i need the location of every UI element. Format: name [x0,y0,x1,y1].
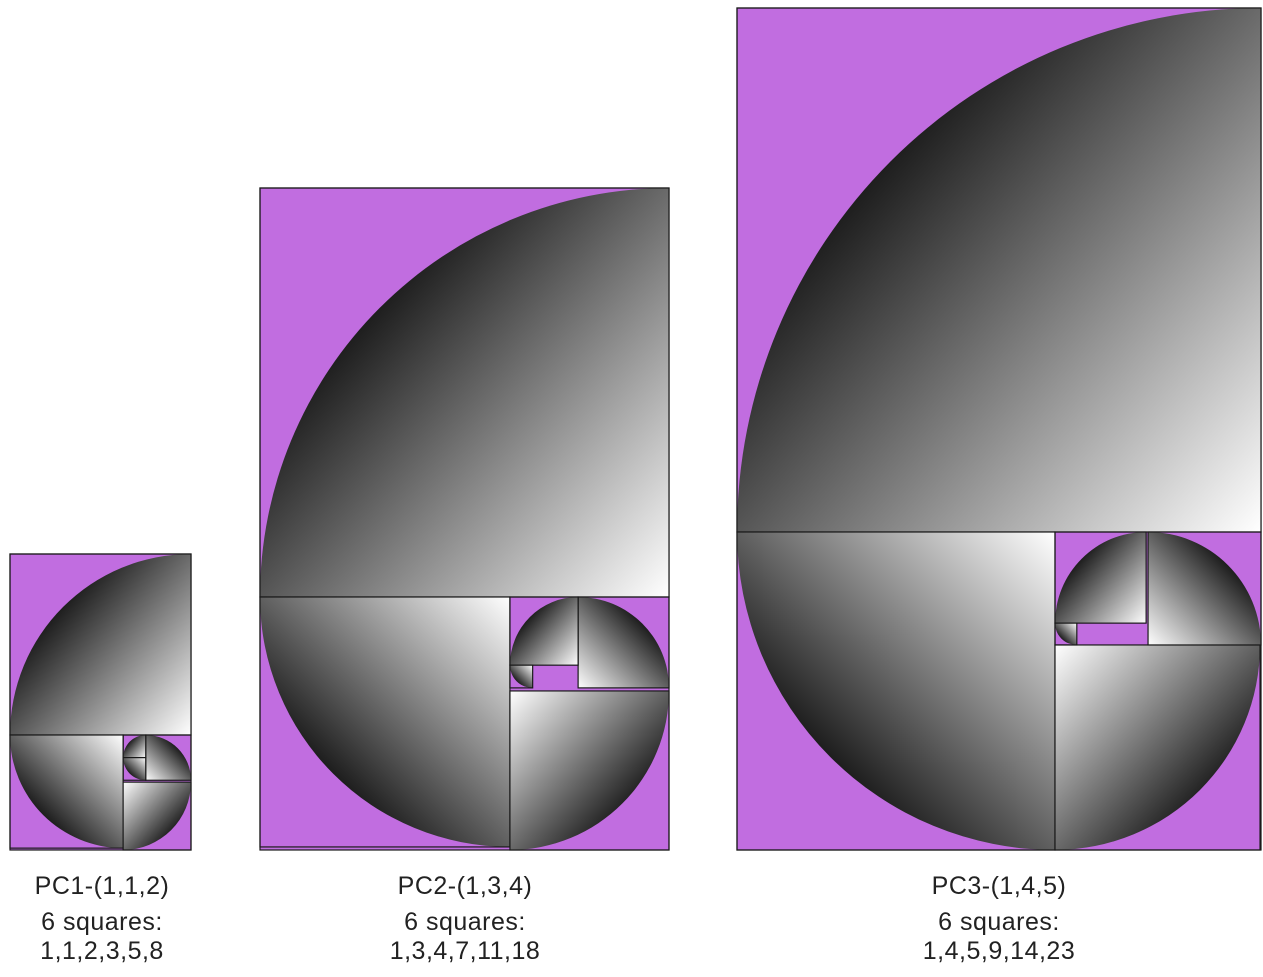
caption-square-count: 6 squares: [938,907,1060,936]
quarter-arc-6 [123,757,146,781]
quarter-arc-1 [10,554,191,735]
quarter-arc-1 [260,188,669,597]
square-5 [509,596,579,666]
figure-pc3 [736,7,1262,851]
quarter-arc-2 [737,532,1055,850]
square-3 [122,781,192,851]
caption-title: PC1-(1,1,2) [34,872,170,900]
caption-title: PC3-(1,4,5) [931,872,1067,900]
quarter-arc-4 [145,735,191,781]
caption-sequence: 1,4,5,9,14,23 [922,937,1076,965]
quarter-arc-3 [509,690,669,850]
quarter-arc-5 [123,735,146,758]
quarter-arc-5 [1055,532,1147,624]
caption-pc2: PC2-(1,3,4) 6 squares: 1,3,4,7,11,18 [260,872,670,967]
quarter-arc-3 [1055,644,1261,850]
quarter-arc-6 [1055,623,1077,645]
quarter-arc-3 [123,782,191,850]
caption-pc1: PC1-(1,1,2) 6 squares: 1,1,2,3,5,8 [0,872,204,967]
square-6 [509,664,534,689]
square-4 [1147,531,1262,646]
quarter-arc-1 [737,8,1261,532]
caption-sequence: 1,1,2,3,5,8 [40,937,164,965]
square-6 [1054,622,1078,646]
caption-square-count: 6 squares: [404,907,526,936]
figure-pc2 [259,187,670,851]
quarter-arc-2 [10,735,124,849]
square-3 [509,690,670,851]
caption-pc3: PC3-(1,4,5) 6 squares: 1,4,5,9,14,23 [737,872,1261,967]
quarter-arc-5 [509,596,579,666]
quarter-arc-4 [1148,532,1261,645]
square-5 [1054,531,1147,624]
caption-title: PC2-(1,3,4) [397,872,533,900]
figure-pc1 [9,553,192,851]
square-6 [122,757,147,781]
caption-square-count: 6 squares: [41,907,163,936]
caption-sequence: 1,3,4,7,11,18 [389,937,541,965]
quarter-arc-6 [509,665,533,688]
quarter-arc-2 [260,597,510,847]
quarter-arc-4 [578,597,669,688]
